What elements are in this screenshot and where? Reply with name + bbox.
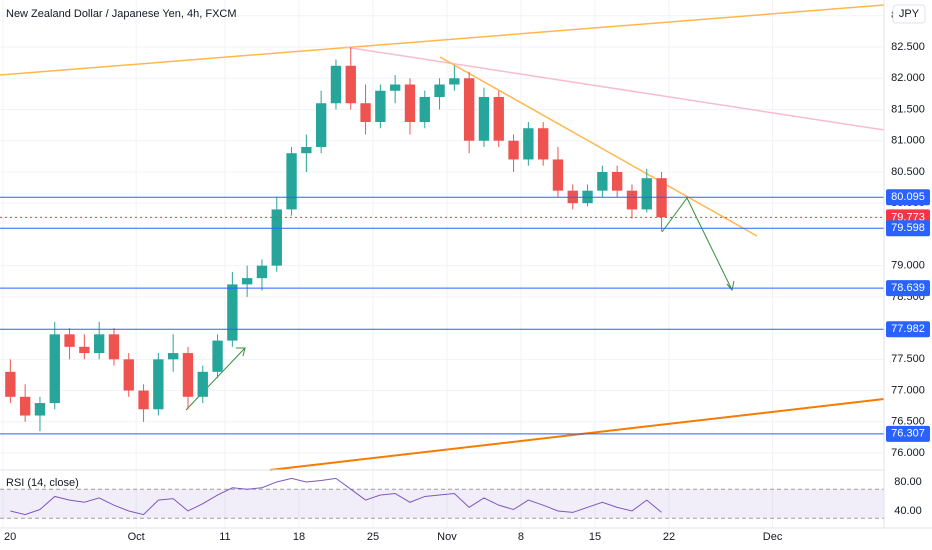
candle-body [212,340,223,372]
candle-body [123,359,134,391]
x-tick-label: 22 [663,531,675,543]
level-badge [886,189,930,206]
candle-body [241,278,253,285]
candle-body [330,65,342,104]
candle-body [34,403,46,416]
x-tick-label: 20 [4,531,16,543]
candle-body [271,209,282,266]
trend-line [269,398,885,471]
candle-body [449,78,460,85]
y-tick-label: 77.500 [891,353,925,365]
candle-body [19,396,31,416]
rsi-title: RSI (14, close) [6,477,79,489]
x-tick-label: 25 [367,531,379,543]
candle-body [5,371,16,397]
level-label: 79.773 [891,211,925,223]
x-tick-label: 8 [518,531,524,543]
candle-body [64,334,75,347]
drawings [0,4,885,471]
level-label: 80.095 [891,191,925,203]
level-label: 78.639 [891,282,925,294]
candle-body [345,65,356,104]
y-tick-label: 76.000 [891,447,925,459]
x-tick-label: 15 [589,531,601,543]
candle-body [626,190,638,210]
candle-body [508,140,519,160]
y-tick-label: 80.00 [894,476,922,488]
candle-body [227,284,238,341]
candle-body [79,346,90,354]
candle-body [153,359,164,410]
x-tick-label: 11 [219,531,230,543]
level-label: 76.307 [891,428,925,440]
candle-body [404,84,416,122]
level-badge [886,321,930,338]
trend-line [0,4,885,76]
candle-body [478,96,490,141]
y-tick-label: 76.500 [891,416,925,428]
candle-body [108,334,120,360]
rsi-band [0,489,884,519]
x-tick-label: 18 [293,531,305,543]
candle-body [463,78,475,141]
candle-body [493,96,504,141]
arrow [661,197,733,291]
y-tick-label: 79.000 [891,260,925,272]
x-tick-label: Dec [763,531,783,543]
candle-body [315,103,327,147]
candle-body [93,334,105,354]
currency-label[interactable]: JPY [899,8,920,20]
currency-badge[interactable] [892,4,926,24]
candle-body [360,103,371,122]
level-badge [886,425,930,442]
candle-body [167,353,179,360]
candle-body [552,159,564,191]
level-badge [886,280,930,297]
x-tick-label: Nov [437,531,457,543]
y-tick-label: 77.000 [891,384,925,396]
x-tick-label: Oct [128,531,145,543]
level-label: 79.598 [891,222,925,234]
candle-body [611,171,623,191]
rsi-line [10,477,662,516]
trend-line [439,56,758,237]
candle-body [434,84,445,97]
candle-body [182,353,194,397]
y-tick-label: 82.000 [891,72,925,84]
y-tick-label: 81.000 [891,135,925,147]
marks [0,47,884,516]
y-tick-label: 81.500 [891,103,925,115]
candle-body [197,371,208,397]
candle-body [301,146,312,154]
candle-body [256,265,268,279]
level-label: 77.982 [891,323,925,335]
candle-body [656,178,667,218]
arrow-head [236,347,246,357]
y-tick-label: 80.500 [891,166,925,178]
candle-body [49,334,60,404]
arrow [185,347,246,411]
trend-line [344,46,885,131]
y-tick-label: 40.00 [894,505,922,517]
level-badge [886,220,930,237]
candle-body [375,90,386,122]
candle-body [597,171,608,191]
candle-body [138,390,149,410]
candle-body [537,128,549,160]
candle-body [419,96,430,122]
candle-body [389,84,401,91]
labels: 83.00082.50082.00081.50081.00080.50080.0… [4,10,930,543]
chart-title: New Zealand Dollar / Japanese Yen, 4h, F… [6,8,237,20]
arrow-head [726,280,735,292]
candle-body [523,128,534,160]
candle-body [286,153,297,210]
y-tick-label: 82.500 [891,41,925,53]
candle-body [641,178,652,210]
